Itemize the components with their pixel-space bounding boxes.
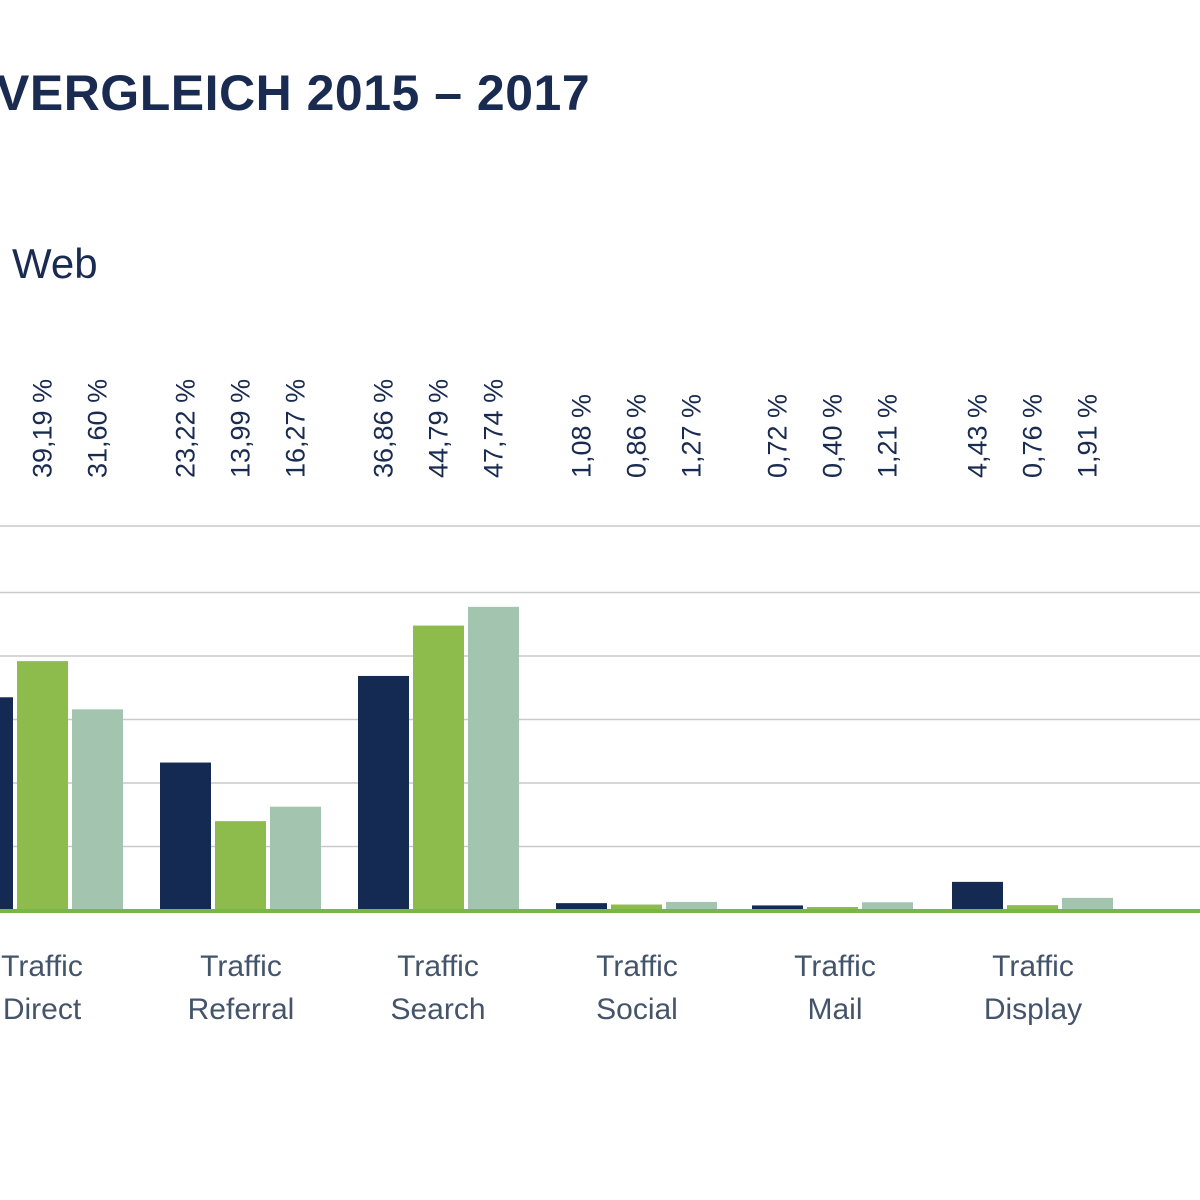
value-label: 1,27 % <box>677 394 707 478</box>
value-label: 31,60 % <box>83 379 113 478</box>
value-label: 16,27 % <box>281 379 311 478</box>
bar <box>952 881 1003 910</box>
bar <box>1007 905 1058 910</box>
chart-bars <box>0 606 1113 910</box>
category-label: Social <box>596 993 678 1026</box>
value-label: 4,43 % <box>963 394 993 478</box>
category-label: Traffic <box>596 950 678 983</box>
value-label: 36,86 % <box>369 379 399 478</box>
bar <box>611 904 662 910</box>
bar <box>862 902 913 910</box>
bar <box>358 675 409 910</box>
category-label: Referral <box>188 993 295 1026</box>
value-label: 13,99 % <box>226 379 256 478</box>
category-label: Traffic <box>992 950 1074 983</box>
bar <box>1062 897 1113 910</box>
category-label: Mail <box>807 993 862 1026</box>
bar <box>807 907 858 910</box>
bar <box>160 762 211 910</box>
bar <box>556 903 607 910</box>
value-label: 39,19 % <box>28 379 58 478</box>
bar <box>413 625 464 910</box>
category-label: Traffic <box>200 950 282 983</box>
category-label: Traffic <box>1 950 83 983</box>
page-title: VERGLEICH 2015 – 2017 <box>0 65 591 121</box>
value-labels: 23,22 % 36,86 % 1,08 % 0,72 % 4,43 % 39,19 % 1… <box>28 379 1103 478</box>
category-label: Display <box>984 993 1082 1026</box>
value-label: 44,79 % <box>424 379 454 478</box>
bar <box>215 821 266 910</box>
bar <box>666 901 717 910</box>
category-label: Traffic <box>794 950 876 983</box>
value-label: 0,72 % <box>763 394 793 478</box>
bar <box>0 697 13 910</box>
bar <box>468 606 519 910</box>
value-label: 0,86 % <box>622 394 652 478</box>
value-label: 23,22 % <box>171 379 201 478</box>
value-label: 0,40 % <box>818 394 848 478</box>
bar <box>17 661 68 910</box>
bar <box>72 709 123 910</box>
bar <box>752 905 803 910</box>
value-label: 1,91 % <box>1073 394 1103 478</box>
value-label: 0,76 % <box>1018 394 1048 478</box>
bar <box>270 806 321 910</box>
chart-subtitle: Web <box>12 240 98 287</box>
category-labels: Traffic Direct Traffic Referral Traffic Searc… <box>1 950 1082 1026</box>
value-label: 1,08 % <box>567 394 597 478</box>
value-label: 47,74 % <box>479 379 509 478</box>
category-label: Search <box>390 993 485 1026</box>
value-label: 1,21 % <box>873 394 903 478</box>
category-label: Traffic <box>397 950 479 983</box>
category-label: Direct <box>3 993 82 1026</box>
